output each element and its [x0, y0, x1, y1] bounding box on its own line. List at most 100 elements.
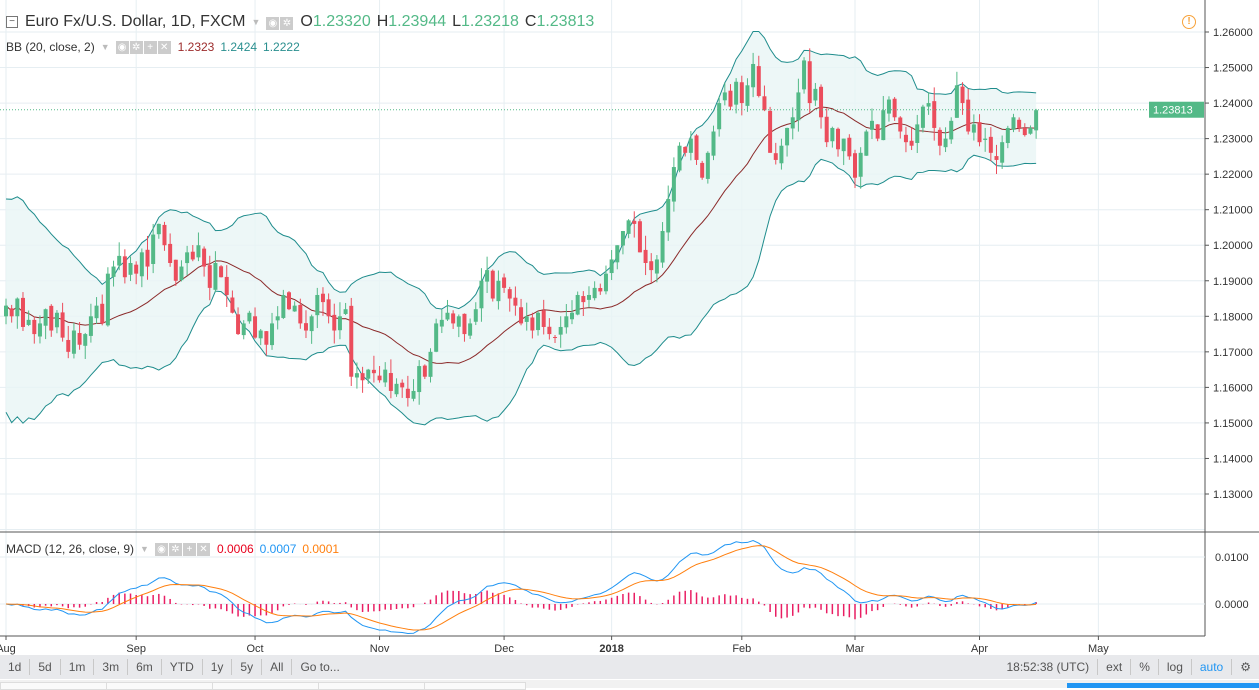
candle-body [162, 224, 167, 246]
auto-toggle[interactable]: auto [1192, 659, 1233, 675]
price-chart[interactable]: 1.26000 1.25000 1.24000 1.23000 1.22000 1.210… [0, 0, 1259, 655]
range-1y[interactable]: 1y [203, 659, 233, 675]
range-3m[interactable]: 3m [94, 659, 129, 675]
candle-body [258, 330, 263, 339]
high-label: H [376, 13, 389, 30]
candle-body [298, 304, 303, 324]
price-tick-label: 1.15000 [1213, 418, 1253, 430]
chevron-down-icon[interactable]: ▼ [140, 543, 149, 554]
candle-body [671, 167, 676, 202]
percent-toggle[interactable]: % [1131, 659, 1159, 675]
range-1m[interactable]: 1m [61, 659, 95, 675]
eye-icon[interactable]: ◉ [266, 17, 280, 30]
close-icon[interactable]: ✕ [196, 543, 210, 556]
candle-body [349, 305, 354, 377]
candle-body [830, 127, 835, 142]
candle-body [145, 249, 150, 267]
candle-body [586, 294, 591, 300]
gear-icon[interactable]: ✲ [280, 17, 294, 30]
settings-gear-icon[interactable]: ⚙ [1240, 660, 1251, 674]
bottom-toolbar: 1d 5d 1m 3m 6m YTD 1y 5y All Go to... 18… [0, 655, 1259, 679]
candle-body [54, 312, 59, 328]
close-icon[interactable]: ✕ [157, 41, 171, 54]
candle-body [768, 110, 773, 153]
candle-body [603, 273, 608, 292]
candle-body [688, 138, 693, 153]
bb-upper-value: 1.2424 [220, 39, 258, 54]
range-all[interactable]: All [262, 659, 293, 675]
candle-body [988, 136, 993, 153]
candle-body [394, 383, 399, 395]
candle-body [881, 110, 886, 141]
bb-label[interactable]: BB (20, close, 2) [6, 39, 95, 54]
warning-icon[interactable]: ! [1182, 15, 1196, 29]
price-tick-label: 1.13000 [1213, 489, 1253, 501]
last-price-label: 1.23813 [1153, 105, 1193, 117]
plus-icon[interactable]: + [143, 41, 157, 54]
candle-body [411, 390, 416, 399]
candle-body [111, 266, 116, 277]
range-ytd[interactable]: YTD [162, 659, 203, 675]
candle-body [903, 134, 908, 143]
macd-label[interactable]: MACD (12, 26, close, 9) [6, 541, 135, 556]
price-tick-label: 1.14000 [1213, 453, 1253, 465]
price-tick-label: 1.19000 [1213, 276, 1253, 288]
candle-body [875, 124, 880, 139]
candle-body [654, 259, 659, 274]
gear-icon[interactable]: ✲ [129, 41, 143, 54]
clock-time[interactable]: 18:52:38 (UTC) [998, 659, 1099, 675]
range-6m[interactable]: 6m [128, 659, 162, 675]
candle-body [26, 319, 31, 325]
price-tick-label: 1.22000 [1213, 169, 1253, 181]
time-tick-label: Sep [126, 643, 146, 655]
eye-icon[interactable]: ◉ [115, 41, 129, 54]
price-tick-label: 1.25000 [1213, 63, 1253, 75]
range-5y[interactable]: 5y [232, 659, 263, 675]
candle-body [354, 373, 359, 378]
candle-body [83, 334, 88, 346]
candle-body [886, 99, 891, 114]
candle-body [151, 234, 156, 264]
candle-body [202, 248, 207, 267]
candle-body [173, 259, 178, 281]
collapse-icon[interactable]: − [6, 16, 18, 28]
macd-signal-value: 0.0001 [302, 541, 340, 556]
eye-icon[interactable]: ◉ [154, 543, 168, 556]
candle-body [49, 305, 54, 331]
candle-body [1000, 142, 1005, 163]
candle-body [122, 256, 127, 278]
candle-body [287, 292, 291, 310]
chevron-down-icon[interactable]: ▼ [251, 17, 261, 27]
time-tick-label: Apr [971, 643, 988, 655]
plus-icon[interactable]: + [182, 543, 196, 556]
chevron-down-icon[interactable]: ▼ [100, 41, 110, 52]
candle-body [790, 117, 795, 129]
open-label: O [300, 13, 313, 30]
candle-body [677, 145, 682, 171]
candle-body [377, 375, 382, 381]
bb-fill [6, 31, 1037, 425]
log-toggle[interactable]: log [1159, 659, 1192, 675]
candle-body [490, 270, 495, 299]
ext-toggle[interactable]: ext [1098, 659, 1132, 675]
candle-body [994, 156, 999, 160]
publish-button[interactable] [1067, 683, 1259, 688]
range-5d[interactable]: 5d [30, 659, 61, 675]
candle-body [841, 138, 846, 152]
candle-body [802, 60, 807, 90]
candle-body [558, 326, 563, 335]
bottom-tab[interactable] [424, 682, 526, 690]
candle-body [366, 369, 371, 379]
bb-lower-line [5, 154, 1037, 426]
range-1d[interactable]: 1d [0, 659, 31, 675]
candle-body [836, 128, 841, 150]
candle-body [337, 316, 342, 331]
candle-body [666, 199, 671, 233]
gear-icon[interactable]: ✲ [168, 543, 182, 556]
candle-body [739, 82, 744, 104]
candle-body [428, 351, 433, 377]
candle-body [943, 138, 948, 148]
candle-body [4, 305, 8, 317]
low-value: 1.23218 [461, 13, 519, 30]
goto-button[interactable]: Go to... [300, 660, 340, 674]
